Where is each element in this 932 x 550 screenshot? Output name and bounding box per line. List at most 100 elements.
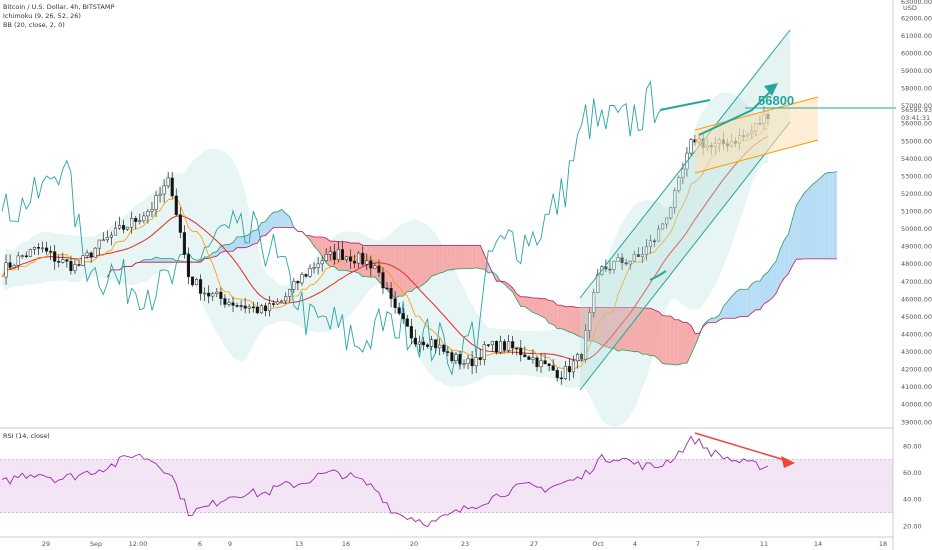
candle-body	[547, 363, 551, 366]
candle-body	[203, 292, 207, 295]
cloud-segment	[415, 245, 420, 288]
cloud-segment	[755, 281, 760, 310]
candle-body	[316, 263, 320, 268]
price-tick-label: 47000.00	[901, 278, 932, 286]
cloud-segment	[354, 243, 359, 274]
ichimoku-legend: Ichimoku (9, 26, 52, 26)	[3, 12, 81, 20]
cloud-segment	[346, 241, 351, 272]
price-tick-label: 39000.00	[901, 418, 932, 426]
candle-body	[320, 260, 324, 265]
candle-body	[150, 209, 154, 212]
cloud-segment	[423, 245, 428, 285]
candle-body	[665, 217, 669, 225]
candle-body	[377, 265, 381, 273]
marker-arrow	[649, 270, 667, 281]
cloud-segment	[820, 173, 825, 259]
candle-body	[20, 255, 24, 257]
time-tick-label: 12:00	[129, 540, 148, 548]
cloud-segment	[630, 307, 635, 352]
price-tick-label: 58000.00	[901, 85, 932, 93]
candle-body	[677, 177, 681, 191]
candle-body	[154, 195, 158, 210]
cloud-segment	[520, 296, 525, 307]
candle-body	[673, 190, 677, 209]
candle-body	[126, 226, 130, 230]
cloud-segment	[561, 305, 566, 331]
candle-body	[604, 266, 608, 270]
rsi-tick-label: 60.00	[903, 469, 922, 477]
cloud-segment	[143, 259, 148, 263]
cloud-segment	[804, 188, 809, 259]
price-tick-label: 56000.00	[901, 120, 932, 128]
time-tick-label: 7	[696, 540, 700, 548]
candle-body	[296, 281, 300, 284]
cloud-segment	[553, 301, 558, 329]
candle-body	[32, 247, 36, 250]
candle-body	[446, 351, 450, 353]
candle-body	[498, 341, 503, 353]
candle-body	[580, 353, 584, 360]
candle-body	[215, 291, 219, 294]
cloud-segment	[609, 307, 614, 349]
candle-body	[458, 354, 462, 365]
candle-body	[40, 247, 45, 250]
projection-arrow-head	[764, 83, 778, 96]
cloud-segment	[536, 298, 542, 317]
cloud-segment	[768, 266, 773, 302]
time-tick-label: 23	[461, 540, 469, 548]
candle-body	[190, 276, 195, 286]
candle-body	[344, 256, 349, 260]
cloud-segment	[164, 258, 169, 263]
candle-body	[130, 218, 134, 228]
cloud-segment	[233, 236, 238, 252]
candle-body	[669, 207, 673, 219]
candle-body	[271, 303, 276, 305]
candle-body	[478, 357, 482, 360]
cloud-segment	[776, 249, 781, 294]
candle-body	[134, 218, 138, 222]
cloud-segment	[516, 293, 521, 307]
projection-arrow-line	[698, 91, 771, 136]
cloud-segment	[532, 298, 537, 315]
candle-body	[336, 249, 340, 260]
cloud-segment	[719, 306, 724, 321]
price-tick-label: 55000.00	[901, 137, 932, 145]
candle-body	[142, 215, 146, 221]
cloud-segment	[330, 241, 335, 267]
cloud-segment	[788, 219, 793, 274]
cloud-segment	[682, 322, 687, 364]
candle-body	[365, 260, 369, 265]
candle-body	[616, 257, 620, 262]
candle-body	[162, 185, 166, 195]
price-tick-label: 61000.00	[901, 32, 932, 40]
candle-body	[612, 261, 616, 270]
time-tick-label: 4	[633, 540, 637, 548]
candle-body	[357, 252, 361, 264]
flag-upper	[694, 96, 819, 131]
cloud-segment	[808, 184, 813, 259]
cloud-segment	[597, 307, 602, 346]
price-tick-label: 46000.00	[901, 295, 932, 303]
rsi-line	[1, 435, 769, 528]
price-tick-label: 60000.00	[901, 49, 932, 57]
rsi-tick-label: 20.00	[903, 522, 922, 530]
candle-body	[73, 264, 77, 271]
cloud-segment	[464, 245, 469, 269]
cloud-segment	[411, 245, 416, 292]
candle-body	[8, 262, 12, 268]
candle-body	[16, 255, 20, 266]
cloud-segment	[763, 271, 768, 304]
candle-body	[405, 318, 409, 327]
cloud-segment	[549, 300, 554, 325]
candle-body	[36, 247, 41, 249]
candle-body	[328, 251, 332, 255]
price-tick-label: 52000.00	[901, 190, 932, 198]
cloud-segment	[711, 317, 716, 323]
cloud-segment	[342, 241, 347, 271]
candle-body	[689, 139, 693, 154]
candle-body	[45, 247, 49, 252]
cloud-segment	[528, 297, 533, 313]
cloud-segment	[654, 309, 659, 360]
candle-body	[49, 250, 53, 253]
